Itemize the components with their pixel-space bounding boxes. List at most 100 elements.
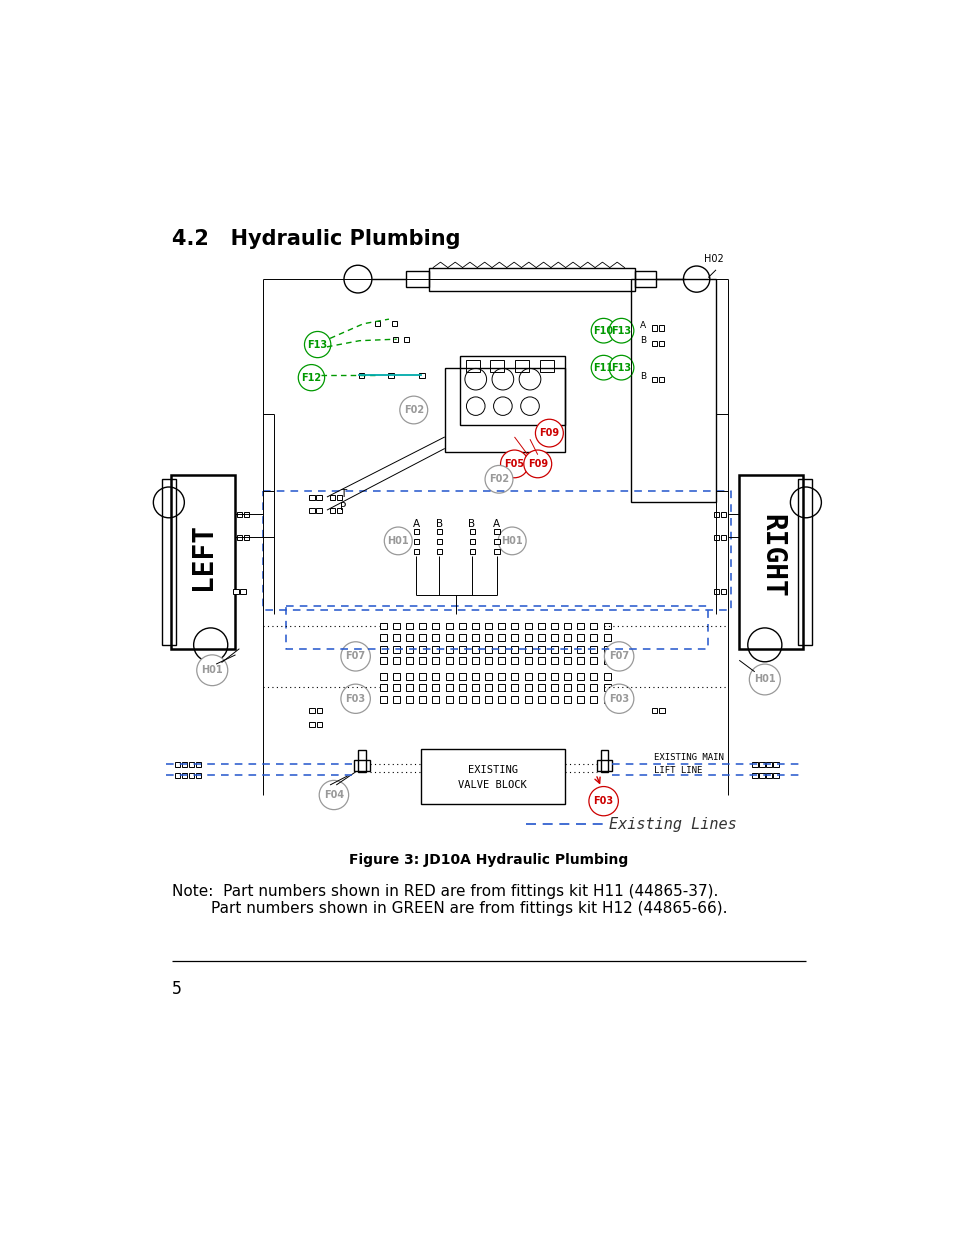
Text: F02: F02: [403, 405, 423, 415]
Bar: [388, 373, 394, 378]
Bar: [484, 657, 492, 664]
Circle shape: [196, 655, 228, 685]
Bar: [375, 321, 380, 326]
Bar: [524, 646, 531, 652]
Bar: [309, 721, 314, 727]
Bar: [515, 359, 529, 372]
Bar: [497, 695, 505, 703]
Bar: [577, 634, 583, 641]
Bar: [497, 657, 505, 664]
Bar: [421, 748, 564, 804]
Bar: [577, 673, 583, 679]
Bar: [658, 325, 663, 331]
Bar: [511, 673, 517, 679]
Bar: [494, 529, 499, 534]
Bar: [189, 773, 194, 778]
Text: B: B: [639, 336, 645, 345]
Text: F13: F13: [611, 363, 631, 373]
Bar: [511, 646, 517, 652]
Bar: [651, 325, 657, 331]
Bar: [195, 762, 201, 767]
Circle shape: [298, 364, 324, 390]
Bar: [590, 646, 597, 652]
Bar: [524, 657, 531, 664]
Bar: [393, 622, 399, 630]
Circle shape: [608, 319, 633, 343]
Text: EXISTING MAIN
LIFT LINE: EXISTING MAIN LIFT LINE: [654, 753, 723, 776]
Bar: [759, 762, 764, 767]
Bar: [406, 657, 413, 664]
Circle shape: [340, 642, 370, 671]
Bar: [418, 684, 426, 692]
Bar: [316, 721, 322, 727]
Bar: [497, 646, 505, 652]
Bar: [484, 646, 492, 652]
Bar: [720, 589, 725, 594]
Text: H01: H01: [201, 666, 223, 676]
Bar: [524, 622, 531, 630]
Circle shape: [523, 450, 551, 478]
Circle shape: [340, 684, 370, 714]
Text: Existing Lines: Existing Lines: [608, 816, 736, 831]
Bar: [445, 684, 452, 692]
Bar: [752, 762, 757, 767]
Bar: [511, 622, 517, 630]
Bar: [418, 657, 426, 664]
Bar: [603, 657, 610, 664]
Bar: [174, 762, 180, 767]
Bar: [590, 695, 597, 703]
Bar: [739, 475, 802, 648]
Text: B: B: [639, 372, 645, 382]
Bar: [379, 695, 386, 703]
Bar: [550, 622, 558, 630]
Bar: [550, 634, 558, 641]
Bar: [432, 673, 439, 679]
Bar: [577, 657, 583, 664]
Text: F03: F03: [593, 797, 613, 806]
Bar: [393, 684, 399, 692]
Bar: [524, 684, 531, 692]
Bar: [379, 684, 386, 692]
Bar: [752, 773, 757, 778]
Bar: [494, 538, 499, 543]
Bar: [472, 622, 478, 630]
Text: Figure 3: JD10A Hydraulic Plumbing: Figure 3: JD10A Hydraulic Plumbing: [349, 852, 628, 867]
Bar: [539, 359, 554, 372]
Bar: [524, 634, 531, 641]
Bar: [336, 508, 342, 514]
Bar: [550, 695, 558, 703]
Bar: [651, 341, 657, 346]
Circle shape: [319, 781, 348, 810]
Bar: [414, 538, 418, 543]
Text: H01: H01: [753, 674, 775, 684]
Bar: [414, 548, 418, 555]
Bar: [458, 684, 465, 692]
Bar: [537, 622, 544, 630]
Bar: [244, 535, 249, 540]
Circle shape: [608, 356, 633, 380]
Text: F05: F05: [504, 459, 524, 469]
Bar: [406, 634, 413, 641]
Bar: [459, 356, 564, 425]
Bar: [465, 359, 479, 372]
Bar: [658, 377, 663, 383]
Bar: [484, 684, 492, 692]
Bar: [195, 773, 201, 778]
Bar: [630, 279, 716, 503]
Text: B: B: [436, 519, 442, 529]
Bar: [603, 673, 610, 679]
Text: H02: H02: [703, 254, 723, 264]
Bar: [406, 622, 413, 630]
Bar: [537, 673, 544, 679]
Text: H01: H01: [387, 536, 409, 546]
Text: H01: H01: [501, 536, 522, 546]
Bar: [720, 511, 725, 517]
Bar: [393, 657, 399, 664]
Circle shape: [591, 319, 616, 343]
Bar: [445, 634, 452, 641]
Bar: [309, 495, 314, 500]
Text: F02: F02: [489, 474, 509, 484]
Text: LEFT: LEFT: [189, 522, 216, 590]
Bar: [445, 622, 452, 630]
Bar: [472, 634, 478, 641]
